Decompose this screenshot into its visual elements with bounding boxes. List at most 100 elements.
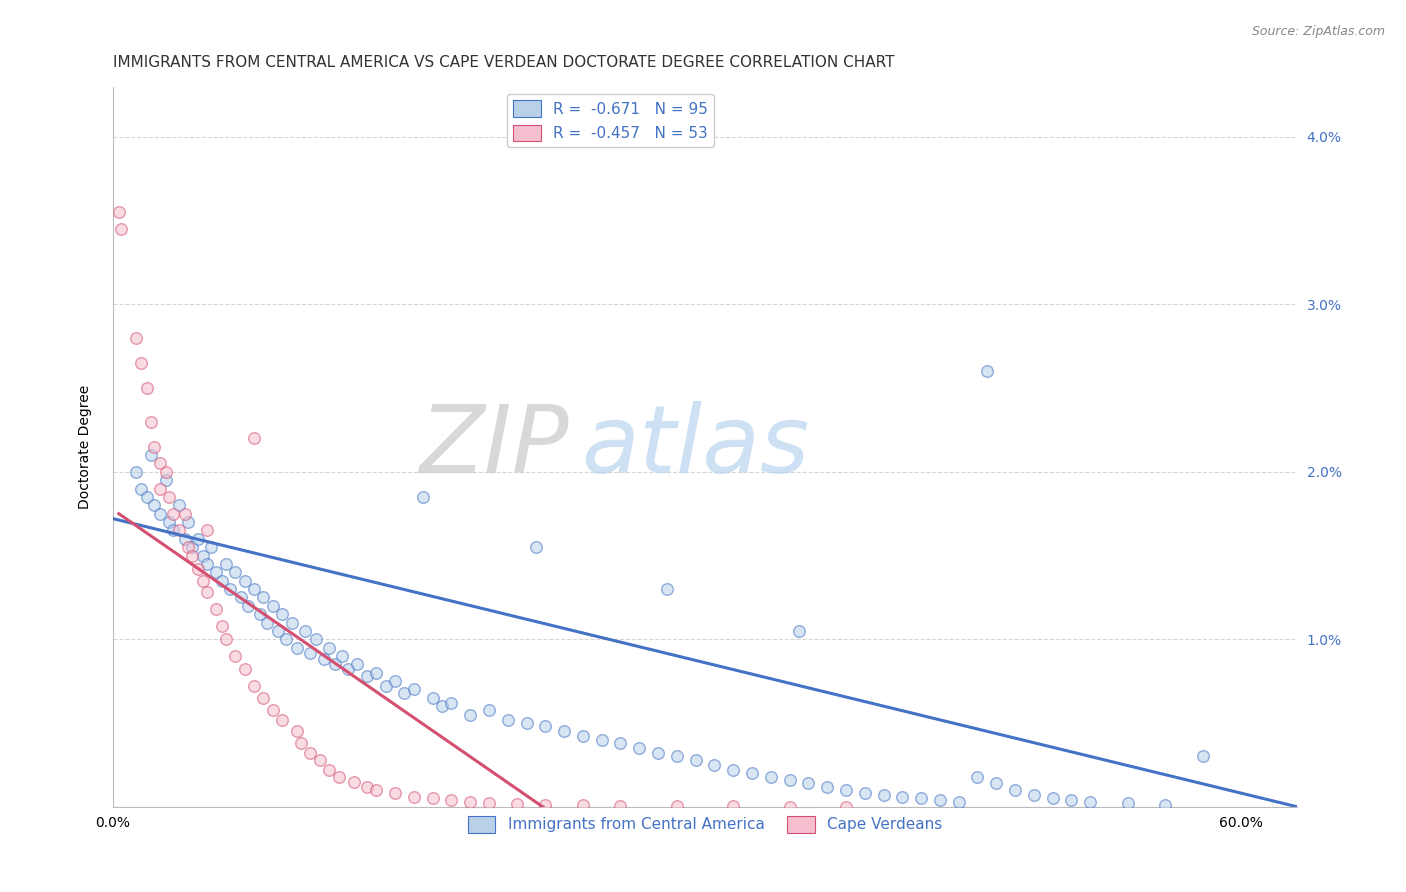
Point	[271, 713, 294, 727]
Point	[243, 679, 266, 693]
Point	[218, 582, 240, 596]
Point	[534, 798, 557, 813]
Point	[187, 532, 209, 546]
Point	[779, 772, 801, 787]
Point	[685, 753, 707, 767]
Point	[139, 448, 162, 462]
Point	[233, 574, 256, 588]
Point	[205, 602, 228, 616]
Legend: Immigrants from Central America, Cape Verdeans: Immigrants from Central America, Cape Ve…	[461, 810, 949, 838]
Point	[205, 566, 228, 580]
Point	[124, 331, 146, 345]
Point	[1192, 749, 1215, 764]
Point	[430, 699, 453, 714]
Point	[534, 719, 557, 733]
Point	[149, 457, 172, 471]
Point	[249, 607, 271, 621]
Point	[136, 490, 159, 504]
Point	[374, 679, 396, 693]
Point	[162, 524, 184, 538]
Point	[243, 582, 266, 596]
Point	[328, 770, 350, 784]
Point	[741, 766, 763, 780]
Point	[1004, 783, 1026, 797]
Point	[149, 482, 172, 496]
Point	[422, 690, 444, 705]
Point	[243, 431, 266, 445]
Point	[986, 776, 1008, 790]
Point	[496, 713, 519, 727]
Point	[356, 669, 378, 683]
Point	[305, 632, 328, 647]
Point	[233, 662, 256, 676]
Point	[721, 763, 744, 777]
Point	[167, 524, 190, 538]
Point	[665, 799, 688, 814]
Point	[1154, 798, 1177, 813]
Point	[262, 703, 284, 717]
Point	[294, 624, 316, 638]
Point	[224, 648, 246, 663]
Point	[173, 532, 195, 546]
Point	[195, 524, 218, 538]
Point	[323, 657, 346, 672]
Point	[262, 599, 284, 613]
Point	[759, 770, 782, 784]
Point	[299, 646, 322, 660]
Point	[402, 789, 425, 804]
Point	[177, 515, 200, 529]
Point	[394, 686, 416, 700]
Point	[181, 540, 204, 554]
Point	[224, 566, 246, 580]
Point	[384, 674, 406, 689]
Point	[149, 507, 172, 521]
Point	[195, 585, 218, 599]
Point	[1116, 797, 1139, 811]
Point	[252, 690, 274, 705]
Point	[412, 490, 434, 504]
Point	[628, 741, 651, 756]
Point	[215, 557, 238, 571]
Point	[211, 574, 233, 588]
Point	[572, 798, 595, 813]
Point	[721, 799, 744, 814]
Text: ZIP: ZIP	[419, 401, 569, 492]
Point	[211, 619, 233, 633]
Point	[779, 799, 801, 814]
Point	[238, 599, 260, 613]
Point	[271, 607, 294, 621]
Point	[267, 624, 290, 638]
Point	[136, 381, 159, 395]
Point	[318, 763, 340, 777]
Point	[215, 632, 238, 647]
Point	[229, 591, 252, 605]
Point	[787, 624, 810, 638]
Point	[440, 793, 463, 807]
Text: Source: ZipAtlas.com: Source: ZipAtlas.com	[1251, 25, 1385, 38]
Point	[609, 736, 631, 750]
Point	[929, 793, 952, 807]
Point	[966, 770, 988, 784]
Point	[1022, 788, 1045, 802]
Point	[312, 652, 335, 666]
Point	[318, 640, 340, 655]
Text: IMMIGRANTS FROM CENTRAL AMERICA VS CAPE VERDEAN DOCTORATE DEGREE CORRELATION CHA: IMMIGRANTS FROM CENTRAL AMERICA VS CAPE …	[112, 55, 894, 70]
Point	[910, 791, 932, 805]
Point	[308, 753, 330, 767]
Point	[515, 716, 537, 731]
Point	[290, 736, 312, 750]
Y-axis label: Doctorate Degree: Doctorate Degree	[79, 384, 93, 508]
Point	[280, 615, 302, 630]
Point	[124, 465, 146, 479]
Point	[506, 797, 529, 812]
Point	[285, 724, 308, 739]
Point	[343, 774, 366, 789]
Point	[478, 703, 501, 717]
Point	[853, 786, 876, 800]
Point	[665, 749, 688, 764]
Point	[1042, 791, 1064, 805]
Point	[274, 632, 297, 647]
Point	[591, 732, 613, 747]
Point	[129, 356, 152, 370]
Point	[657, 582, 679, 596]
